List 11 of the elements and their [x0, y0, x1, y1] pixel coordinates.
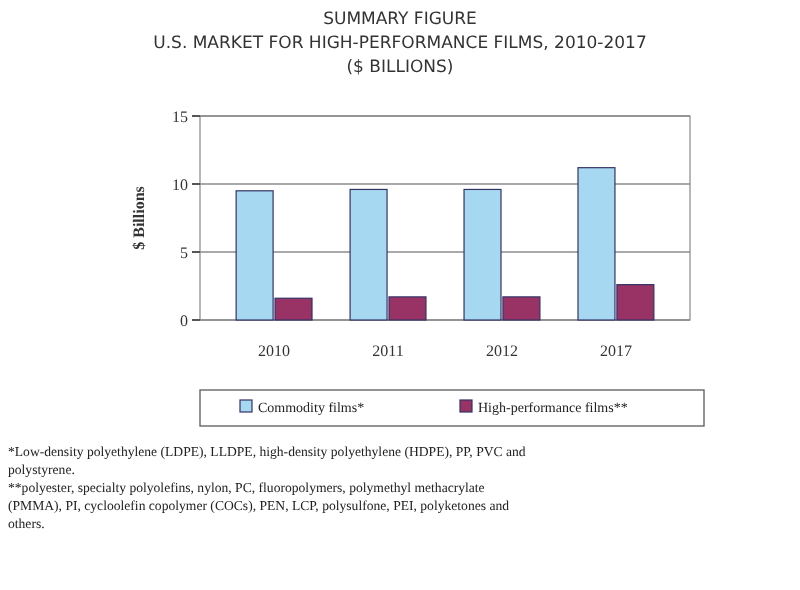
y-axis-title: $ Billions [130, 186, 148, 250]
y-tick-label: 15 [172, 108, 188, 126]
y-tick-label: 10 [172, 176, 188, 194]
x-tick-label: 2011 [372, 342, 404, 360]
x-tick-label: 2012 [485, 342, 518, 360]
y-tick-label: 0 [180, 312, 188, 330]
x-tick-label: 2010 [258, 342, 291, 360]
y-tick-label: 5 [180, 244, 188, 262]
chart-subtitle: U.S. MARKET FOR HIGH-PERFORMANCE FILMS, 2010-2017 ($ BILLIONS) [153, 34, 647, 78]
chart-title: SUMMARY FIGURE [323, 10, 477, 30]
x-tick-label: 2017 [599, 342, 632, 360]
